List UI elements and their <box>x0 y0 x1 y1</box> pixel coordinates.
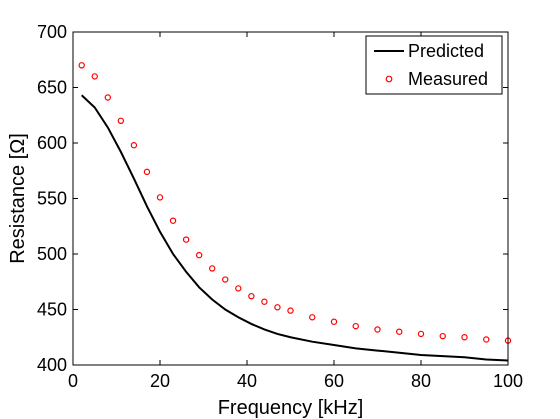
data-point-measured <box>439 332 446 340</box>
y-tick-label: 600 <box>37 133 67 153</box>
data-point-measured <box>352 322 359 330</box>
legend-swatch-measured <box>385 75 393 83</box>
data-point-measured <box>461 334 468 341</box>
data-point-measured <box>156 194 164 201</box>
series-layer <box>78 62 512 362</box>
data-point-measured <box>91 73 98 80</box>
data-point-measured <box>287 307 294 314</box>
data-point-measured <box>374 326 381 333</box>
data-point-measured <box>309 314 316 321</box>
data-point-measured <box>195 251 203 259</box>
data-point-measured <box>235 285 242 292</box>
x-tick-label: 60 <box>324 371 344 391</box>
x-tick-label: 0 <box>68 371 78 391</box>
x-tick-label: 20 <box>150 371 170 391</box>
y-tick-label: 450 <box>37 300 67 320</box>
y-tick-label: 700 <box>37 22 67 42</box>
data-point-measured <box>182 236 190 243</box>
data-point-measured <box>143 168 151 176</box>
legend-label-predicted: Predicted <box>408 41 484 61</box>
plot-area-frame <box>72 31 509 366</box>
x-axis-label: Frequency [kHz] <box>218 397 364 419</box>
y-tick-label: 550 <box>37 189 67 209</box>
data-point-measured <box>78 62 85 69</box>
data-point-measured <box>248 292 255 300</box>
y-axis-label: Resistance [Ω] <box>7 133 29 264</box>
data-point-measured <box>222 276 229 283</box>
data-point-measured <box>117 117 125 125</box>
data-point-measured <box>208 265 216 272</box>
ticks-layer: 0 20 40 60 80 100 400 450 500 550 600 650 700 <box>37 22 523 391</box>
x-tick-label: 100 <box>493 371 523 391</box>
data-point-measured <box>396 328 403 335</box>
data-point-measured <box>261 298 268 305</box>
legend-box <box>365 35 503 95</box>
x-tick-label: 80 <box>411 371 431 391</box>
legend-label-measured: Measured <box>408 69 488 89</box>
legend: Predicted Measured <box>365 35 503 95</box>
data-point-measured <box>330 318 338 325</box>
data-point-measured <box>130 142 138 149</box>
series-line-predicted <box>81 94 509 362</box>
data-point-measured <box>274 304 281 311</box>
y-tick-label: 500 <box>37 244 67 264</box>
y-tick-label: 650 <box>37 78 67 98</box>
data-point-measured <box>483 336 490 343</box>
y-tick-label: 400 <box>37 355 67 375</box>
data-point-measured <box>169 217 177 224</box>
x-tick-label: 40 <box>237 371 257 391</box>
data-point-measured <box>104 94 112 101</box>
data-point-measured <box>417 330 425 338</box>
